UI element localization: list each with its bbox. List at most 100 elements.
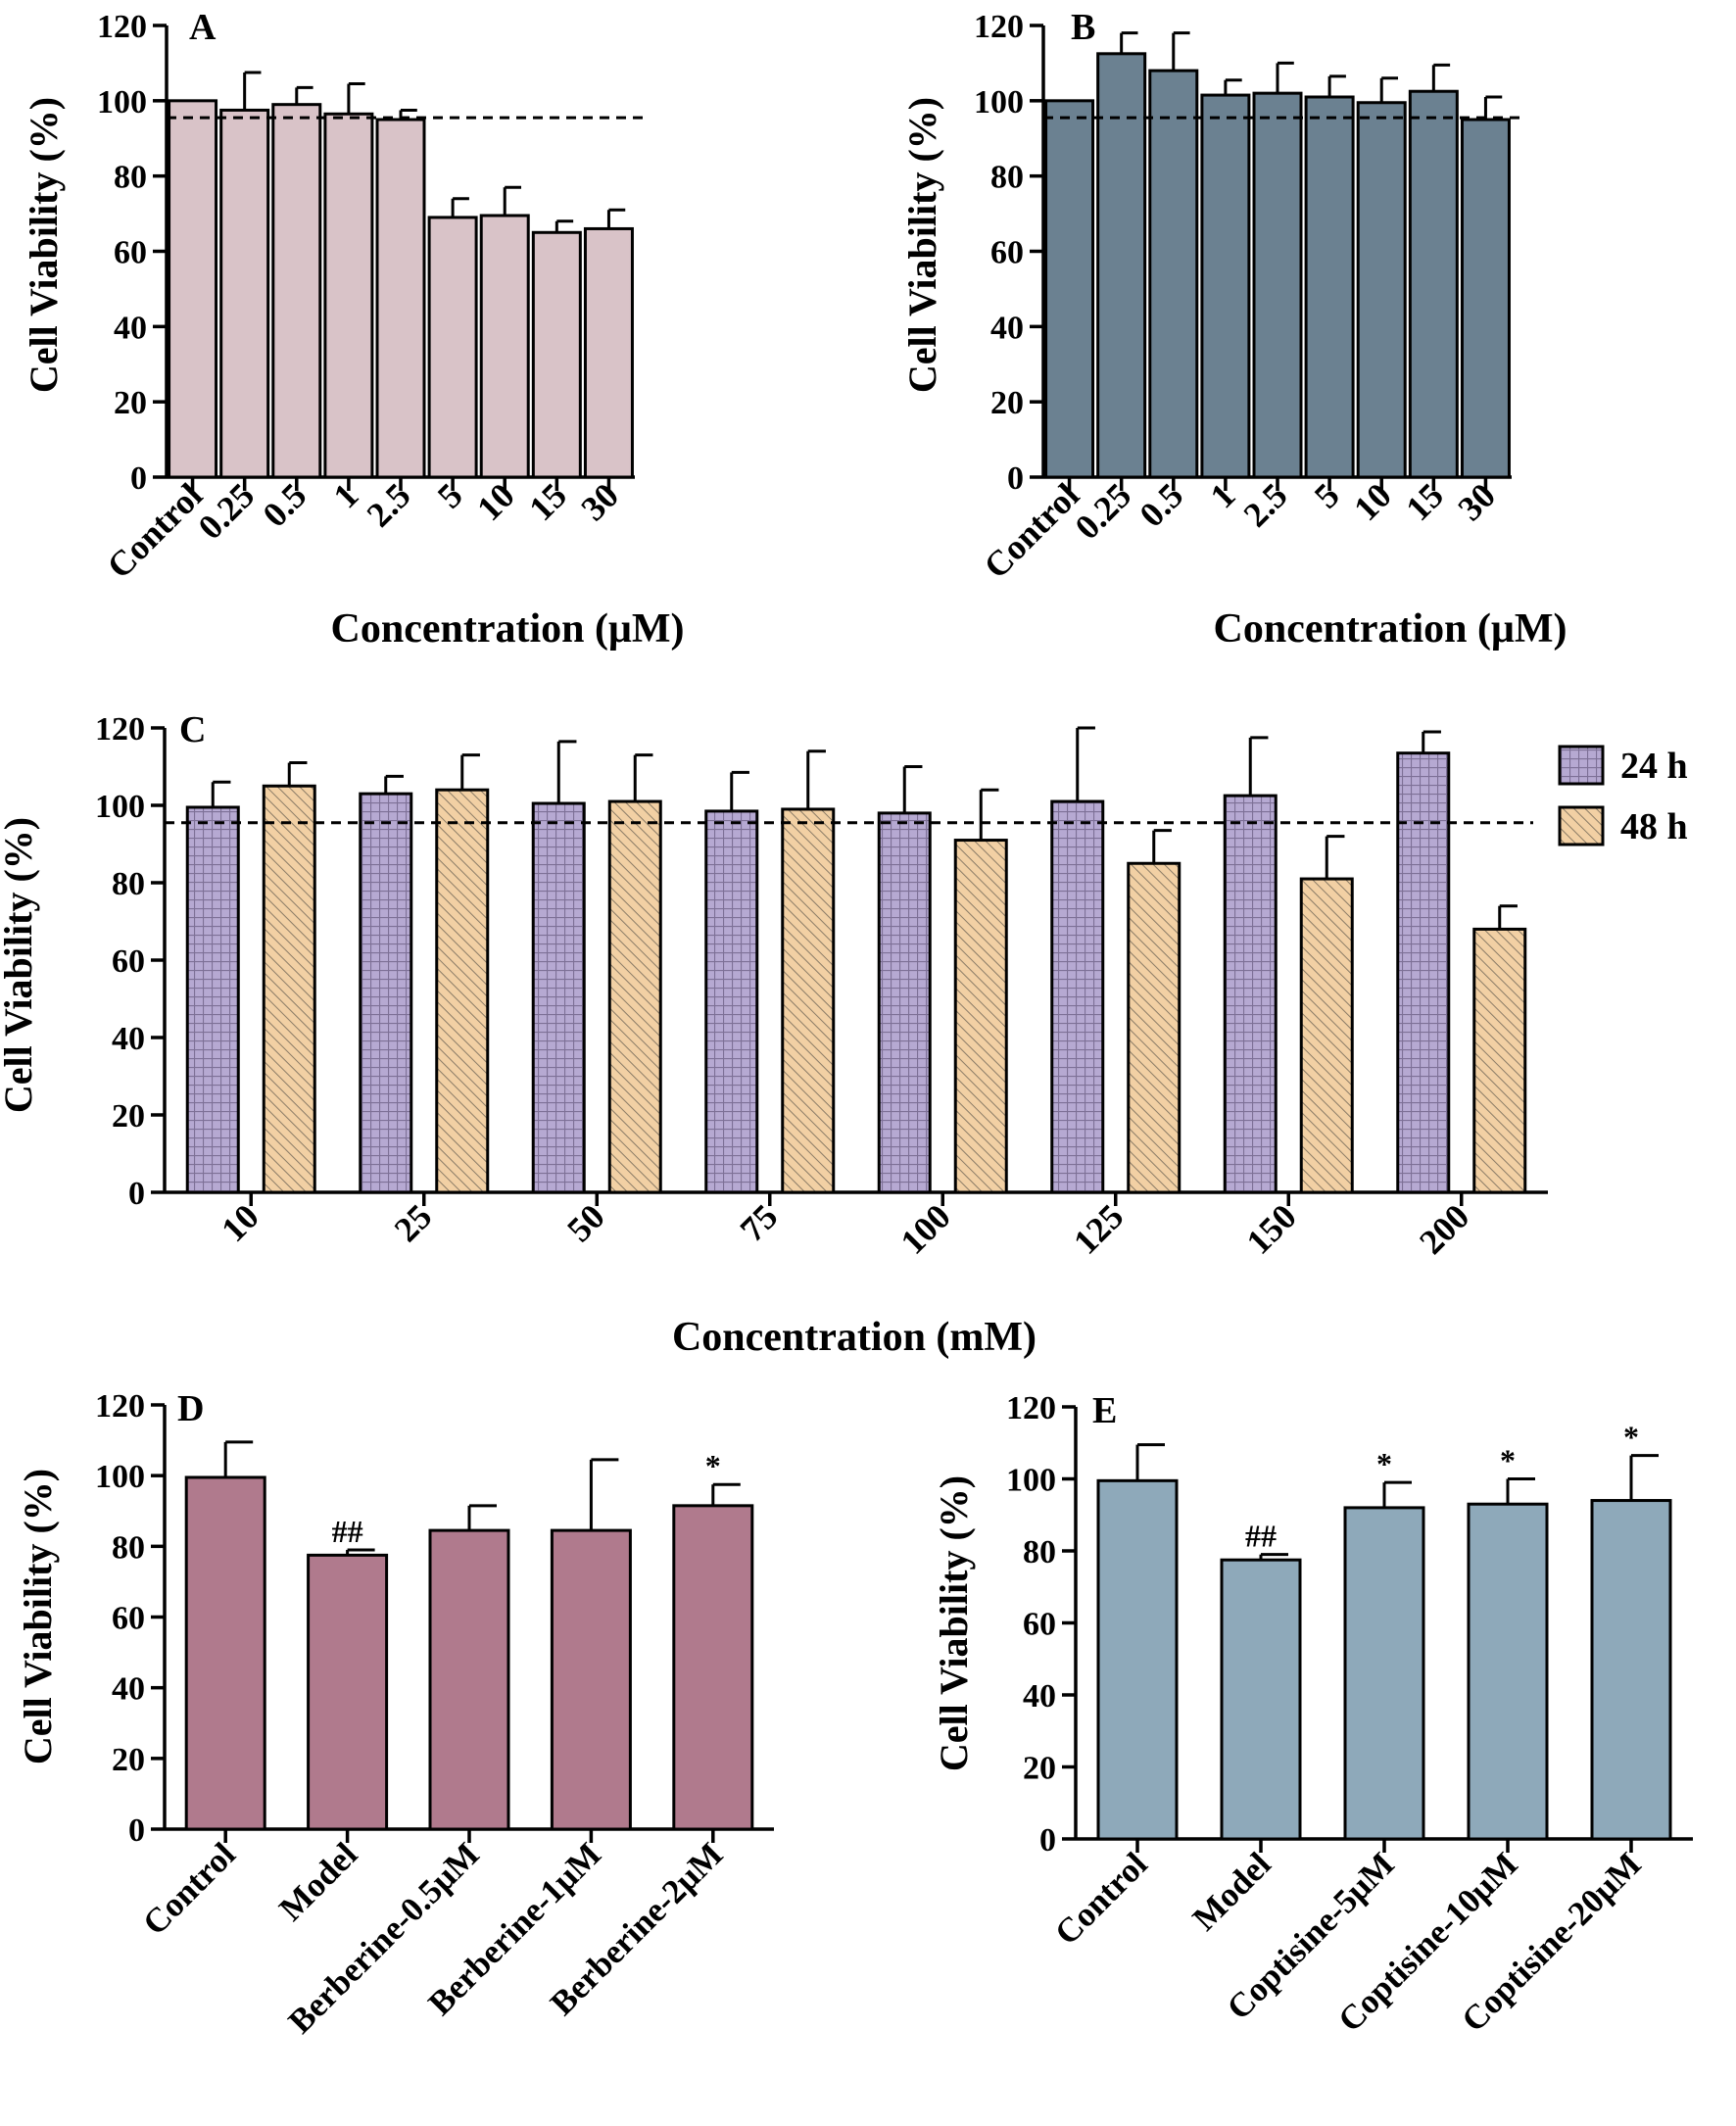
x-tick-label: Control xyxy=(100,475,211,586)
bar-2.5 xyxy=(375,118,426,479)
bar-48h-75 xyxy=(781,807,836,1194)
y-axis-label: Cell Viability (%) xyxy=(22,97,66,393)
y-tick-label: 40 xyxy=(112,1021,145,1057)
x-tick-label: 2.5 xyxy=(360,475,418,534)
x-tick-label: 125 xyxy=(1066,1196,1131,1261)
panel-label: C xyxy=(179,709,206,750)
bar-48h-125 xyxy=(1127,861,1181,1194)
bar-30 xyxy=(583,226,634,479)
bar-0.5 xyxy=(1148,69,1199,479)
x-tick-label: 10 xyxy=(469,475,522,528)
y-tick-label: 80 xyxy=(990,160,1024,196)
bar-Coptisine-5μM xyxy=(1343,1506,1425,1841)
panel-c-chart: 0 20 40 60 80 100 120 10 25 50 75 100 125 150 200 24 h 4… xyxy=(0,709,1688,1360)
x-axis-label: Concentration (μM) xyxy=(331,606,685,652)
bar-48h-150 xyxy=(1299,877,1354,1194)
x-tick-label: Model xyxy=(1185,1845,1278,1938)
x-tick-label: 0.25 xyxy=(190,475,262,547)
bar-Berberine-0.5μM xyxy=(428,1528,510,1831)
significance-marker: ## xyxy=(1245,1519,1277,1554)
y-axis-label: Cell Viability (%) xyxy=(900,97,944,393)
panel-e-chart: 020406080100120Control##Model*Coptisine-… xyxy=(932,1390,1693,2039)
bar-48h-25 xyxy=(435,788,490,1194)
bar-2.5 xyxy=(1252,91,1303,479)
x-axis-label: Concentration (μM) xyxy=(1214,606,1567,652)
significance-marker: ## xyxy=(332,1514,363,1549)
y-tick-label: 60 xyxy=(990,235,1024,271)
y-tick-label: 100 xyxy=(95,789,145,825)
significance-marker: * xyxy=(1623,1420,1639,1455)
y-tick-label: 40 xyxy=(114,310,147,346)
x-tick-label: 100 xyxy=(892,1196,957,1261)
y-tick-label: 0 xyxy=(130,460,147,497)
x-tick-label: Model xyxy=(271,1835,364,1928)
bar-1 xyxy=(323,112,374,479)
x-tick-label: 0.25 xyxy=(1067,475,1138,547)
y-tick-label: 40 xyxy=(990,310,1024,346)
y-tick-label: 100 xyxy=(97,84,147,121)
x-tick-label: 75 xyxy=(733,1196,786,1249)
x-tick-label: 30 xyxy=(573,475,626,528)
y-tick-label: 100 xyxy=(974,84,1024,121)
legend-swatch-48h xyxy=(1558,805,1605,846)
bar-48h-100 xyxy=(953,839,1008,1194)
panel-label: A xyxy=(189,7,217,48)
x-tick-label: 0.5 xyxy=(255,475,313,534)
bar-48h-10 xyxy=(262,784,316,1194)
y-tick-label: 0 xyxy=(1007,460,1024,497)
y-tick-label: 20 xyxy=(112,1742,145,1778)
y-tick-label: 80 xyxy=(112,1529,145,1566)
y-tick-label: 40 xyxy=(1023,1678,1056,1715)
y-tick-label: 20 xyxy=(1023,1751,1056,1787)
x-tick-label: 15 xyxy=(521,475,574,528)
x-tick-label: 1 xyxy=(326,475,366,515)
bar-Control xyxy=(184,1475,266,1831)
x-tick-label: 200 xyxy=(1412,1196,1476,1261)
bar-24h-150 xyxy=(1223,794,1278,1194)
bar-24h-75 xyxy=(704,809,759,1194)
significance-marker: * xyxy=(1376,1446,1392,1481)
bar-5 xyxy=(427,216,478,479)
x-tick-label: 2.5 xyxy=(1236,475,1295,534)
y-tick-label: 0 xyxy=(128,1176,145,1212)
bar-1 xyxy=(1200,93,1251,479)
x-tick-label: 150 xyxy=(1238,1196,1303,1261)
y-tick-label: 60 xyxy=(112,943,145,980)
bar-30 xyxy=(1460,118,1511,479)
x-tick-label: 50 xyxy=(559,1196,612,1249)
y-tick-label: 0 xyxy=(1039,1822,1056,1859)
bar-48h-50 xyxy=(607,799,662,1194)
x-tick-label: 30 xyxy=(1450,475,1503,528)
x-tick-label: 5 xyxy=(1307,475,1347,515)
legend-swatch-24h xyxy=(1558,745,1605,786)
panel-label: B xyxy=(1071,7,1095,48)
y-tick-label: 20 xyxy=(990,385,1024,421)
bar-15 xyxy=(1408,89,1459,479)
x-axis-label: Concentration (mM) xyxy=(672,1315,1037,1360)
legend-label: 24 h xyxy=(1620,746,1688,787)
y-tick-label: 80 xyxy=(112,866,145,902)
x-tick-label: 1 xyxy=(1203,475,1243,515)
bar-0.25 xyxy=(219,108,270,479)
y-tick-label: 80 xyxy=(114,160,147,196)
bar-24h-200 xyxy=(1396,751,1451,1194)
bar-24h-50 xyxy=(531,801,586,1194)
y-tick-label: 20 xyxy=(112,1098,145,1135)
x-tick-label: 15 xyxy=(1398,475,1451,528)
y-tick-label: 120 xyxy=(1006,1390,1056,1426)
x-tick-label: Control xyxy=(977,475,1087,586)
y-tick-label: 100 xyxy=(1006,1463,1056,1499)
bar-Control xyxy=(168,99,218,479)
y-tick-label: 60 xyxy=(1023,1607,1056,1643)
bar-Berberine-2μM xyxy=(672,1504,754,1831)
panel-label: D xyxy=(177,1388,204,1429)
y-axis-label: Cell Viability (%) xyxy=(16,1469,60,1764)
bar-Control xyxy=(1044,99,1095,479)
bar-Control xyxy=(1096,1478,1179,1841)
significance-marker: * xyxy=(705,1448,721,1483)
y-tick-label: 120 xyxy=(95,711,145,748)
bar-Coptisine-20μM xyxy=(1590,1499,1672,1841)
y-tick-label: 20 xyxy=(114,385,147,421)
